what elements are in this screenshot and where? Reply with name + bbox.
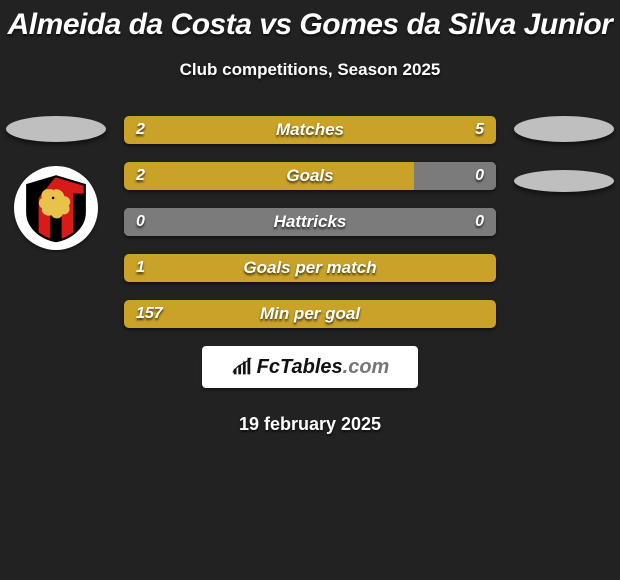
stats-column: 2Matches52Goals00Hattricks01Goals per ma…	[124, 116, 496, 328]
brand-box: FcTables.com	[202, 346, 418, 388]
body-row: 2Matches52Goals00Hattricks01Goals per ma…	[0, 116, 620, 328]
right-player-oval	[514, 116, 614, 142]
stat-value-left: 2	[124, 121, 172, 139]
stat-value-left: 1	[124, 259, 172, 277]
stat-value-left: 157	[124, 305, 172, 323]
brand-text: FcTables.com	[257, 356, 390, 379]
stat-value-right: 5	[448, 121, 496, 139]
stat-value-right: 0	[448, 167, 496, 185]
brand-name: FcTables	[257, 356, 343, 378]
club-shield-icon	[20, 172, 92, 244]
stat-label: Hattricks	[172, 212, 448, 232]
stat-label: Matches	[172, 120, 448, 140]
comparison-card: Almeida da Costa vs Gomes da Silva Junio…	[0, 0, 620, 580]
page-title: Almeida da Costa vs Gomes da Silva Junio…	[0, 0, 620, 42]
brand-chart-icon	[231, 356, 253, 378]
left-player-oval	[6, 116, 106, 142]
stat-row: 1Goals per match	[124, 254, 496, 282]
stat-value-left: 2	[124, 167, 172, 185]
right-secondary-oval	[514, 170, 614, 192]
stat-label: Goals	[172, 166, 448, 186]
stat-row: 2Matches5	[124, 116, 496, 144]
stat-label: Min per goal	[172, 304, 448, 324]
footer-date: 19 february 2025	[0, 414, 620, 435]
stat-value-left: 0	[124, 213, 172, 231]
left-club-badge	[14, 166, 98, 250]
stat-row: 0Hattricks0	[124, 208, 496, 236]
right-column	[514, 116, 614, 328]
stat-row: 2Goals0	[124, 162, 496, 190]
brand-domain: .com	[343, 356, 390, 378]
left-column	[6, 116, 106, 328]
stat-value-right: 0	[448, 213, 496, 231]
stat-label: Goals per match	[172, 258, 448, 278]
page-subtitle: Club competitions, Season 2025	[0, 60, 620, 80]
stat-row: 157Min per goal	[124, 300, 496, 328]
